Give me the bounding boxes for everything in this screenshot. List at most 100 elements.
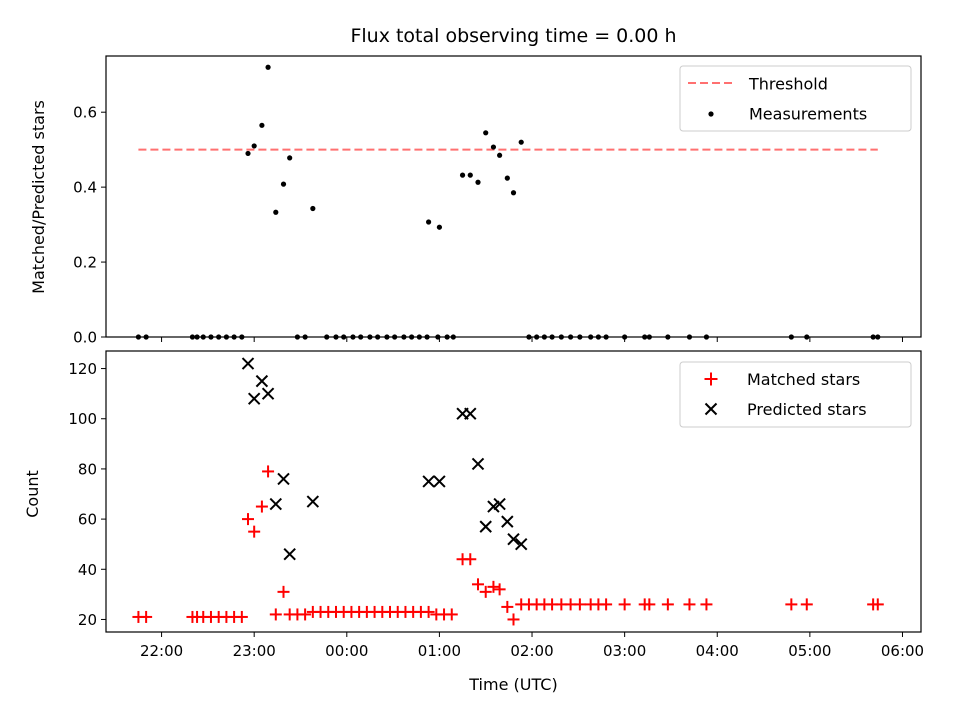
measurement-point: [497, 152, 503, 158]
predicted-star-point: [471, 457, 485, 471]
matched-star-point: [800, 598, 813, 611]
y-tick-label: 0.6: [73, 104, 97, 122]
ratio-y-axis-label: Matched/Predicted stars: [29, 100, 48, 294]
count-plot-frame: [105, 350, 922, 633]
y-tick-label: 60: [78, 511, 97, 529]
predicted-star-point: [433, 475, 446, 488]
matched-star-point: [422, 605, 435, 618]
measurement-point: [467, 172, 473, 178]
matched-star-point: [235, 610, 248, 623]
x-tick-label: 23:00: [233, 642, 276, 660]
predicted-star-point: [501, 515, 514, 528]
measurement-point: [245, 150, 251, 157]
measurement-point: [504, 175, 510, 181]
count-plot-marks: [132, 357, 884, 626]
threshold-legend-label: Threshold: [748, 75, 828, 94]
matched-star-point: [277, 585, 290, 598]
y-tick-label: 0.2: [73, 254, 97, 272]
measurement-point: [518, 139, 524, 145]
measurement-point: [259, 122, 265, 128]
predicted-star-point: [247, 392, 261, 405]
predicted-star-point: [277, 472, 290, 486]
predicted-star-point: [507, 532, 520, 546]
matched-legend-label: Matched stars: [747, 370, 860, 389]
count-y-axis-label: Count: [23, 470, 42, 518]
x-tick-label: 00:00: [325, 642, 368, 660]
chart-title: Flux total observing time = 0.00 h: [350, 25, 676, 47]
x-axis-label: Time (UTC): [468, 675, 557, 694]
predicted-legend-swatch: [704, 402, 718, 416]
ratio-legend: Threshold Measurements: [679, 65, 912, 132]
matched-star-point: [464, 553, 477, 566]
measurements-legend-swatch: [708, 111, 714, 117]
matched-star-point: [445, 608, 458, 621]
matched-star-point: [299, 608, 312, 621]
x-tick-label: 02:00: [510, 642, 553, 660]
y-tick-label: 80: [78, 460, 97, 478]
count-legend: Matched stars Predicted stars: [679, 361, 912, 428]
matched-star-point: [600, 598, 613, 611]
predicted-star-point: [241, 357, 255, 370]
ratio-x-ticks: [161, 337, 903, 342]
y-tick-label: 20: [78, 611, 97, 629]
measurement-point: [310, 205, 316, 212]
matched-star-point: [700, 598, 713, 611]
count-y-ticks: 20 40 60 80 100 120: [68, 360, 106, 629]
matched-star-point: [618, 598, 631, 611]
x-tick-label: 05:00: [788, 642, 831, 660]
predicted-star-point: [306, 495, 320, 508]
matched-star-point: [242, 513, 255, 526]
matched-star-point: [262, 465, 275, 478]
ratio-y-ticks: 0.0 0.2 0.4 0.6: [73, 104, 106, 347]
measurement-point: [280, 181, 287, 187]
predicted-star-point: [515, 537, 528, 551]
predicted-star-point: [283, 548, 296, 561]
count-x-ticks: 22:00 23:00 00:00 01:00 02:00 03:00 04:00 05:00…: [140, 632, 924, 660]
measurements-legend-label: Measurements: [749, 105, 867, 124]
matched-star-point: [643, 598, 656, 611]
predicted-star-point: [464, 407, 477, 420]
measurement-point: [459, 172, 466, 178]
matched-star-point: [479, 585, 492, 598]
measurement-point: [265, 64, 271, 70]
measurement-point: [273, 209, 279, 215]
matched-star-point: [683, 598, 696, 611]
y-tick-label: 100: [68, 410, 97, 428]
ratio-legend-box: [679, 65, 912, 132]
measurement-point: [510, 190, 517, 196]
ratio-plot: Flux total observing time = 0.00 h 0.00.…: [29, 25, 922, 347]
matched-star-point: [501, 600, 514, 613]
y-tick-label: 40: [78, 561, 97, 579]
predicted-star-point: [269, 497, 282, 511]
predicted-legend-label: Predicted stars: [747, 400, 867, 419]
matched-star-point: [140, 610, 153, 623]
matched-star-point: [661, 598, 674, 611]
x-tick-label: 01:00: [418, 642, 461, 660]
ratio-plot-frame: [105, 55, 922, 338]
x-tick-label: 04:00: [696, 642, 739, 660]
matched-star-point: [493, 583, 506, 596]
predicted-star-point: [422, 475, 435, 488]
x-tick-label: 03:00: [603, 642, 646, 660]
count-legend-box: [679, 361, 912, 428]
measurement-point: [287, 155, 293, 161]
matched-star-point: [507, 613, 520, 626]
count-plot: 20 40 60 80 100 120 22:00 23:00 00:00 01:00 02:00…: [23, 350, 924, 694]
y-tick-label: 120: [68, 360, 97, 378]
measurement-point: [483, 130, 489, 136]
matched-star-point: [248, 525, 261, 538]
matched-star-point: [255, 500, 268, 513]
matched-star-point: [785, 598, 798, 611]
matched-legend-swatch: [704, 372, 718, 386]
matched-star-point: [871, 598, 884, 611]
x-tick-label: 06:00: [881, 642, 924, 660]
matched-star-point: [573, 598, 586, 611]
y-tick-label: 0.4: [73, 179, 97, 197]
matched-star-point: [471, 578, 484, 591]
measurement-point: [426, 219, 432, 225]
measurement-point: [475, 179, 481, 185]
y-tick-label: 0.0: [73, 329, 97, 347]
predicted-star-point: [255, 374, 269, 388]
measurement-point: [490, 144, 497, 150]
